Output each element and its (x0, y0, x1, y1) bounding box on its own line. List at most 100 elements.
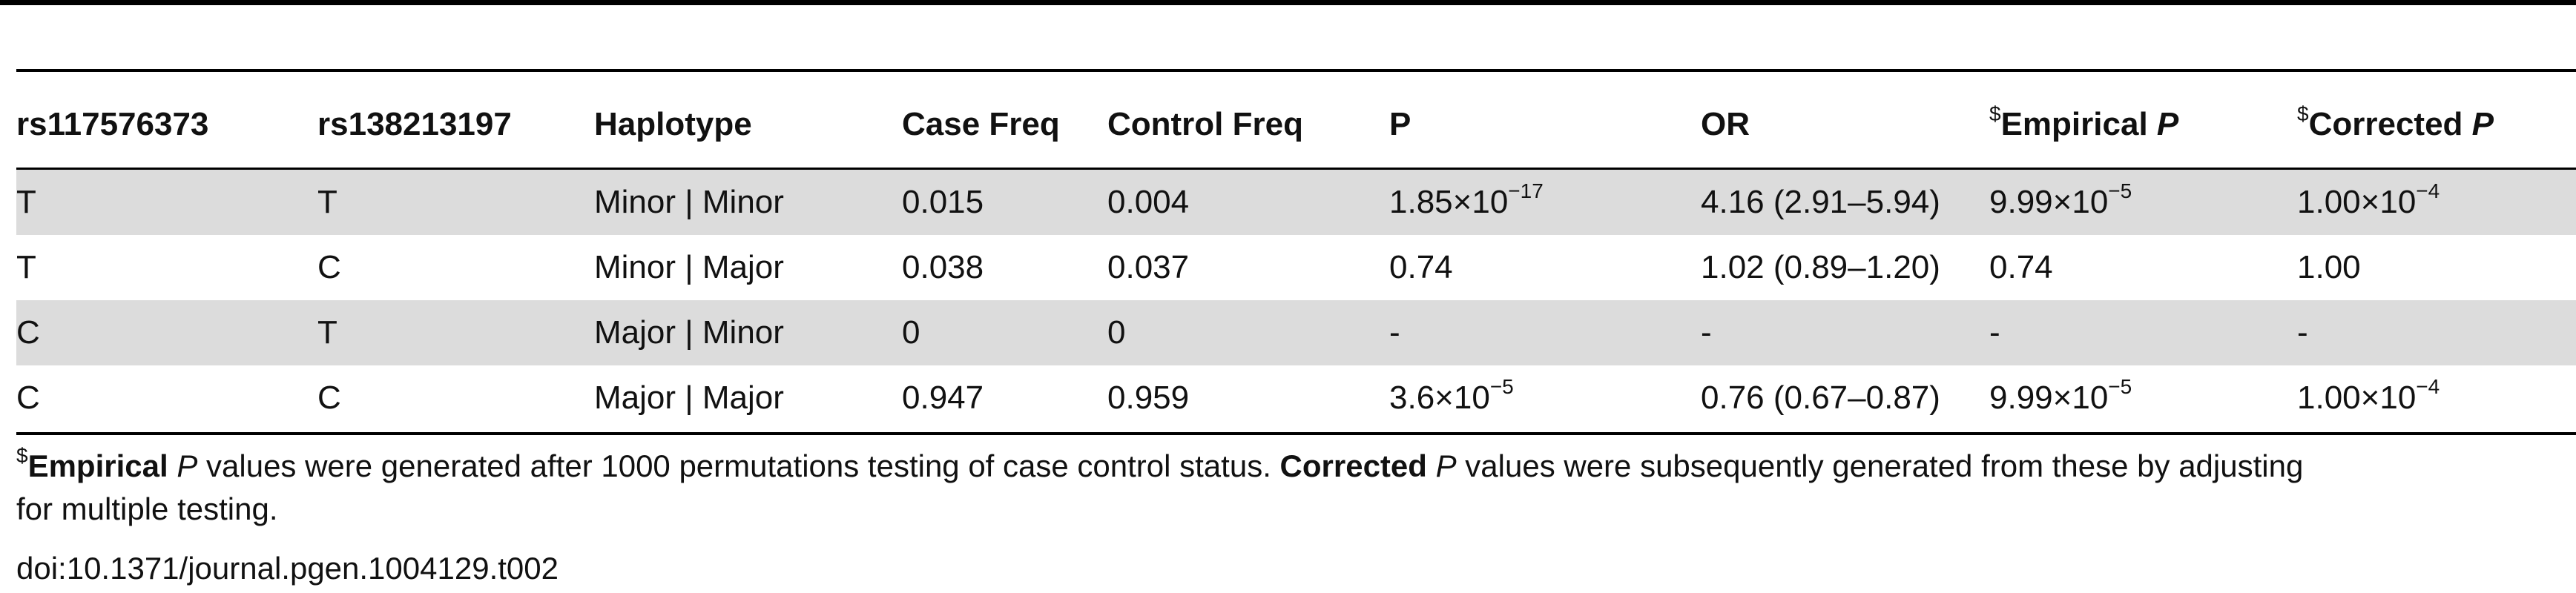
table-bottom-rule (16, 432, 2576, 435)
header-haplotype-label: Haplotype (594, 106, 752, 143)
cell-control_freq: 0.037 (1107, 248, 1190, 285)
cell-snp1: C (16, 299, 317, 365)
footnote-empirical: Empirical (27, 448, 168, 483)
cell-haplotype: Minor | Major (594, 248, 784, 285)
caption-space (16, 3, 2576, 69)
cell-snp2: C (317, 379, 341, 416)
header-corrected_p-label: Corrected (2308, 106, 2472, 143)
cell-corrected_p: - (2297, 299, 2576, 365)
cell-empirical_p-mantissa: - (1989, 314, 2000, 351)
cell-corrected_p-times: × (2360, 379, 2380, 416)
table-footnote: $Empirical P values were generated after… (16, 445, 2568, 531)
footnote-p-italic: P (168, 448, 198, 483)
footnote-text-2: values were subsequently generated from … (1456, 448, 2304, 483)
cell-case_freq: 0.038 (902, 248, 984, 285)
header-p: P (1389, 72, 1701, 170)
footnote-marker: $ (16, 444, 28, 467)
header-or-label: OR (1701, 106, 1750, 143)
cell-or: - (1701, 299, 1989, 365)
header-control_freq: Control Freq (1107, 72, 1389, 170)
header-row: rs117576373 rs138213197 Haplotype Case Freq… (16, 72, 2576, 170)
top-rule (0, 0, 2576, 5)
header-case_freq: Case Freq (902, 72, 1107, 170)
cell-p-mantissa: - (1389, 314, 1400, 351)
cell-corrected_p-exponent: −4 (2416, 179, 2440, 202)
cell-corrected_p: 1.00×10−4 (2297, 365, 2576, 431)
cell-corrected_p-mantissa: 1.00 (2297, 379, 2361, 416)
cell-or: 4.16 (2.91–5.94) (1701, 168, 1989, 235)
cell-corrected_p: 1.00 (2297, 235, 2576, 300)
cell-snp2: T (317, 168, 594, 235)
header-snp1-label: rs117576373 (16, 106, 209, 143)
cell-corrected_p-mantissa: - (2297, 314, 2308, 351)
cell-p-base: 10 (1453, 379, 1490, 416)
header-corrected_p: $Corrected P (2297, 72, 2576, 170)
header-corrected_p-italic: P (2471, 106, 2494, 143)
cell-haplotype: Minor | Minor (594, 168, 902, 235)
header-haplotype: Haplotype (594, 72, 902, 170)
cell-control_freq: 0 (1107, 299, 1389, 365)
cell-case_freq: 0.947 (902, 379, 984, 416)
cell-snp1: T (16, 248, 36, 285)
cell-p-times: × (1434, 379, 1454, 416)
cell-p-mantissa: 1.85 (1389, 183, 1453, 220)
header-corrected_p-marker: $ (2297, 102, 2309, 125)
cell-snp1: T (16, 168, 317, 235)
cell-snp2: T (317, 299, 594, 365)
footnote-text-1: values were generated after 1000 permuta… (197, 448, 1280, 483)
cell-corrected_p-base: 10 (2379, 183, 2417, 220)
cell-corrected_p-exponent: −4 (2416, 374, 2440, 398)
header-control_freq-label: Control Freq (1107, 106, 1303, 143)
cell-corrected_p-times: × (2360, 183, 2380, 220)
cell-control_freq: 0.959 (1107, 379, 1190, 416)
cell-control_freq: 0.004 (1107, 168, 1389, 235)
cell-empirical_p-mantissa: 9.99 (1989, 379, 2053, 416)
header-snp2: rs138213197 (317, 72, 594, 170)
footnote-line-2: for multiple testing. (16, 491, 278, 526)
cell-case_freq: 0.015 (902, 168, 1107, 235)
cell-empirical_p-exponent: −5 (2108, 179, 2132, 202)
cell-corrected_p-mantissa: 1.00 (2297, 248, 2361, 285)
cell-corrected_p-mantissa: 1.00 (2297, 183, 2361, 220)
cell-p: 3.6×10−5 (1389, 365, 1701, 431)
header-snp2-label: rs138213197 (317, 106, 512, 143)
cell-empirical_p-times: × (2052, 379, 2072, 416)
cell-empirical_p: 0.74 (1989, 235, 2297, 300)
cell-empirical_p-base: 10 (2072, 183, 2109, 220)
cell-p: 1.85×10−17 (1389, 168, 1701, 235)
footnote-p-italic-2: P (1426, 448, 1457, 483)
table-body: T T Minor | Minor 0.015 0.004 1.85×10−17 4.16 … (16, 168, 2576, 431)
doi-text: doi:10.1371/journal.pgen.1004129.t002 (16, 551, 559, 586)
cell-or: 0.76 (0.67–0.87) (1701, 379, 1940, 416)
header-case_freq-label: Case Freq (902, 106, 1060, 143)
table-row: C C Major | Major 0.947 0.959 3.6×10−5 0.76 (0… (16, 365, 2576, 431)
header-snp1: rs117576373 (16, 72, 317, 170)
cell-snp1: C (16, 379, 40, 416)
footnote-line-1: $Empirical P values were generated after… (16, 445, 2568, 488)
cell-p: - (1389, 299, 1701, 365)
header-or: OR (1701, 72, 1989, 170)
cell-case_freq: 0 (902, 299, 1107, 365)
cell-empirical_p: 9.99×10−5 (1989, 365, 2297, 431)
cell-or: 1.02 (0.89–1.20) (1701, 248, 1940, 285)
cell-empirical_p: 9.99×10−5 (1989, 168, 2297, 235)
cell-p-mantissa: 3.6 (1389, 379, 1435, 416)
cell-p-exponent: −5 (1489, 374, 1514, 398)
cell-empirical_p: - (1989, 299, 2297, 365)
header-p-label: P (1389, 106, 1411, 143)
cell-p-times: × (1452, 183, 1472, 220)
footnote-corrected: Corrected (1279, 448, 1427, 483)
cell-corrected_p-base: 10 (2379, 379, 2417, 416)
table-row: C T Major | Minor 0 0- - - - (16, 299, 2576, 365)
table-row: T T Minor | Minor 0.015 0.004 1.85×10−17 4.16 … (16, 168, 2576, 235)
header-empirical_p-italic: P (2156, 106, 2179, 143)
cell-p-mantissa: 0.74 (1389, 248, 1453, 285)
cell-p-exponent: −17 (1508, 179, 1544, 202)
table-row: T C Minor | Major 0.038 0.037 0.74 1.02 (0.89–… (16, 235, 2576, 300)
haplotype-association-table: rs117576373 rs138213197 Haplotype Case Freq… (16, 72, 2576, 431)
cell-p-base: 10 (1472, 183, 1509, 220)
cell-haplotype: Major | Major (594, 379, 784, 416)
cell-empirical_p-mantissa: 0.74 (1989, 248, 2053, 285)
header-empirical_p: $Empirical P (1989, 72, 2297, 170)
